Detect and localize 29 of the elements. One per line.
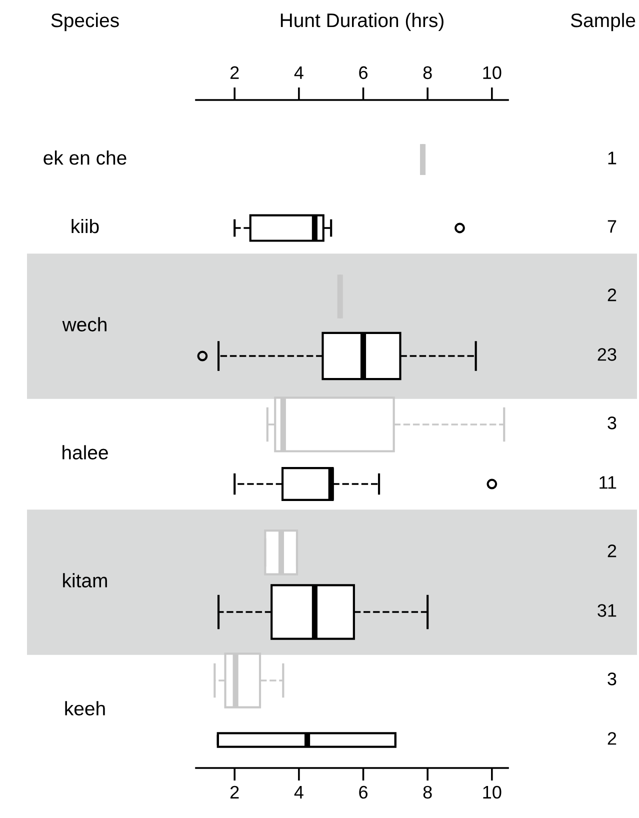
x-tick-label: 8 xyxy=(423,786,432,799)
x-tick-label: 6 xyxy=(359,786,368,799)
x2-tick-label: 8 xyxy=(423,66,432,80)
y-tick-label: kiib xyxy=(72,218,99,234)
y-tick-label: keeh xyxy=(65,701,105,716)
text: 2 xyxy=(608,544,616,558)
y-axis-title: Species xyxy=(51,12,119,32)
text: 1 xyxy=(608,152,616,164)
text: 11 xyxy=(600,476,616,489)
text: 2 xyxy=(608,288,616,302)
x-tick-label: 10 xyxy=(483,786,502,799)
x2-tick-label: 2 xyxy=(230,66,239,79)
text: 3 xyxy=(608,416,616,430)
y-tick-label: wech xyxy=(62,317,106,332)
x2-tick-label: 4 xyxy=(294,66,304,79)
y-tick-label: halee xyxy=(62,445,108,460)
x-tick-label: 4 xyxy=(294,786,304,798)
x-tick-label: 2 xyxy=(230,786,239,798)
text: 3 xyxy=(608,672,616,686)
y2-axis-title: Sample xyxy=(570,12,636,32)
text: 23 xyxy=(598,348,616,361)
text: 31 xyxy=(598,604,616,617)
text: 2 xyxy=(608,732,616,745)
y-tick-label: kitam xyxy=(63,573,107,588)
text: 7 xyxy=(608,220,616,233)
x2-tick-label: 6 xyxy=(359,66,368,80)
x2-axis-title: Hunt Duration (hrs) xyxy=(280,12,444,32)
x2-tick-label: 10 xyxy=(483,66,502,80)
y-tick-label: ek en che xyxy=(44,150,126,165)
